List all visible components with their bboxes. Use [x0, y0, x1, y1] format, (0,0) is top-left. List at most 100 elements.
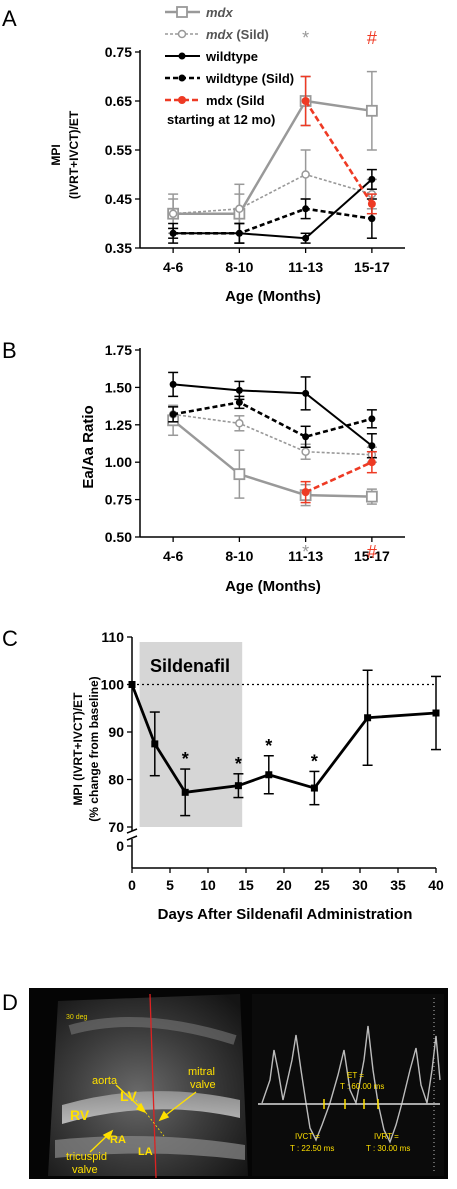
- b-point-wt: [235, 386, 243, 394]
- b-ylabel: Ea/Aa Ratio: [80, 405, 97, 488]
- echo-image: 30 deg aorta LV mitral valve RV RA LA tr…: [29, 988, 448, 1179]
- mitral-label-2: valve: [190, 1079, 216, 1091]
- a-ytick-label: 0.55: [105, 142, 132, 158]
- a-xtick-label: 4-6: [163, 259, 183, 275]
- echo-arrows: [89, 1084, 197, 1153]
- c-significance-star: *: [235, 754, 242, 774]
- a-series-wt_sild: [168, 198, 377, 244]
- legend-label: wildtype (Sild): [205, 71, 294, 86]
- c-xtick-label: 40: [428, 877, 444, 893]
- c-point: [310, 784, 318, 792]
- b-series-mdx_late: [300, 450, 377, 504]
- b-ytick-label: 1.00: [105, 454, 132, 470]
- mitral-label-1: mitral: [188, 1066, 215, 1078]
- legend-swatch-marker: [177, 29, 187, 39]
- b-ytick-label: 1.50: [105, 379, 132, 395]
- a-xtick-label: 15-17: [354, 259, 390, 275]
- a-ytick-label: 0.45: [105, 191, 132, 207]
- et-label: ET =: [347, 1071, 364, 1080]
- c-significance-star: *: [265, 736, 272, 756]
- panel-letter-b: B: [2, 338, 17, 363]
- c-ytick-label: 110: [101, 629, 124, 645]
- b-xtick-label: 4-6: [163, 548, 183, 564]
- sildenafil-shade: [139, 642, 243, 827]
- a-series-mdx_late: [300, 75, 377, 215]
- a-xtick-label: 11-13: [288, 259, 323, 275]
- b-ytick-label: 0.75: [105, 492, 132, 508]
- b-point-wt: [302, 389, 310, 397]
- doppler-view: [252, 994, 444, 1176]
- c-xlabel: Days After Sildenafil Administration: [158, 906, 413, 923]
- legend-swatch-marker: [176, 6, 188, 18]
- c-significance-star: *: [182, 749, 189, 769]
- b-xlabel: Age (Months): [225, 578, 321, 595]
- b-xtick-label: 11-13: [288, 548, 323, 564]
- a-point-wt_sild: [169, 229, 177, 237]
- doppler-waveform: [261, 1025, 441, 1144]
- b-point-wt_sild: [235, 398, 243, 406]
- c-ytick-label: 80: [108, 772, 124, 788]
- a-point-mdx: [365, 104, 378, 117]
- c-xtick-label: 0: [128, 877, 136, 893]
- legend-label-line2: starting at 12 mo): [167, 112, 275, 127]
- legend-swatch-marker: [178, 96, 186, 104]
- b-point-wt: [368, 442, 376, 450]
- b-line-mdx_sild: [173, 413, 372, 456]
- et-value: T : 60.00 ms: [340, 1082, 384, 1091]
- a-xtick-label: 8-10: [225, 259, 253, 275]
- a-line-mdx_late: [304, 100, 373, 205]
- septum-echo: [62, 1091, 240, 1124]
- a-point-mdx_late: [367, 199, 376, 208]
- m-line: [149, 993, 157, 1179]
- b-annotation: #: [367, 542, 377, 562]
- c-line-sildenafil: [130, 683, 437, 794]
- a-annotation: #: [367, 28, 377, 48]
- a-point-wt: [368, 175, 376, 183]
- a-point-wt_sild: [368, 215, 376, 223]
- b-point-wt_sild: [302, 433, 310, 441]
- b-ytick-label: 1.25: [105, 417, 132, 433]
- b-series-wt: [168, 371, 377, 459]
- a-ytick-label: 0.35: [105, 240, 132, 256]
- chart-c: Sildenafil MPI (IVRT+IVCT)/ET (% change …: [71, 629, 444, 923]
- a-ytick-label: 0.75: [105, 44, 132, 60]
- ivct-value: T : 22.50 ms: [290, 1144, 334, 1153]
- a-series-mdx: [167, 70, 378, 235]
- b-point-mdx_late: [367, 458, 376, 467]
- a-xlabel: Age (Months): [225, 288, 321, 305]
- ra-label: RA: [110, 1134, 126, 1146]
- legend-label: wildtype: [205, 49, 258, 64]
- rv-label: RV: [70, 1107, 90, 1123]
- c-point: [265, 771, 273, 779]
- a-point-wt: [302, 234, 310, 242]
- b-xtick-label: 8-10: [225, 548, 253, 564]
- b-point-mdx: [233, 468, 246, 481]
- b-series-mdx_sild: [168, 406, 377, 463]
- a-line-wt_sild: [173, 207, 373, 235]
- c-xtick-label: 30: [352, 877, 368, 893]
- a-line-mdx: [173, 99, 373, 215]
- a-point-mdx_sild: [235, 204, 244, 214]
- a-point-mdx_sild: [301, 170, 310, 179]
- legend-label: mdx: [206, 5, 234, 20]
- posterior-wall-echo: [55, 1136, 245, 1160]
- b-line-wt: [173, 383, 373, 447]
- b-point-mdx_sild: [235, 419, 244, 428]
- angle-label: 30 deg: [66, 1014, 88, 1021]
- c-ylabel-1: MPI (IVRT+IVCT)/ET: [71, 692, 85, 806]
- b-point-wt_sild: [368, 415, 376, 423]
- ultrasound-2d-view: [48, 994, 248, 1176]
- b-point-mdx_sild: [301, 447, 310, 456]
- tricuspid-label-2: valve: [72, 1164, 98, 1176]
- a-legend: mdx mdx (Sild) wildtype wildtype (Sild) mdx …: [165, 5, 294, 127]
- c-ylabel-2: (% change from baseline): [87, 676, 101, 821]
- legend-label: mdx (Sild: [206, 93, 265, 108]
- ivrt-value: T : 30.00 ms: [366, 1144, 410, 1153]
- b-point-mdx: [365, 490, 378, 503]
- panel-letter-c: C: [2, 626, 18, 651]
- c-significance-star: *: [311, 751, 318, 771]
- b-line-mdx: [172, 419, 372, 498]
- legend-swatch-marker: [178, 52, 186, 60]
- c-point: [432, 709, 440, 717]
